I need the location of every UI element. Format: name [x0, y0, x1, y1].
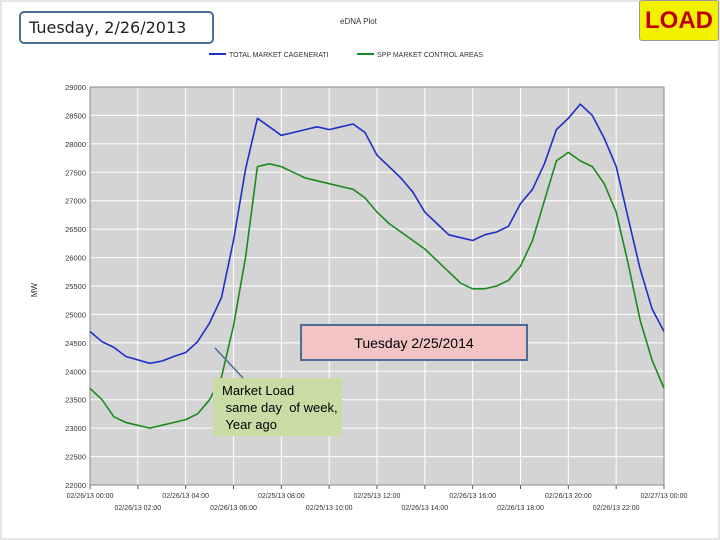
comparison-label: Tuesday 2/25/2014	[300, 324, 528, 361]
series	[89, 103, 665, 429]
grid	[89, 86, 665, 486]
x-tick-label: 02/26/13 00:00	[67, 493, 114, 500]
date-label: Tuesday, 2/26/2013	[19, 11, 214, 44]
series-line-total-market	[89, 103, 665, 365]
annotation-line: same day of week,	[222, 400, 338, 415]
y-tick-label: 29000	[65, 83, 86, 92]
load-badge: LOAD	[639, 0, 719, 41]
y-tick-label: 28500	[65, 111, 86, 120]
x-tick-label: 02/26/13 18:00	[497, 505, 544, 512]
x-tick-label: 02/26/13 20:00	[545, 493, 592, 500]
axes: 22000 22500 23000 23500 24000 24500 25000 25500…	[65, 83, 687, 512]
annotation-line: Market Load	[222, 383, 295, 398]
plot-border	[89, 86, 665, 486]
y-tick-label: 25500	[65, 282, 86, 291]
x-tick-label: 02/26/13 14:00	[401, 505, 448, 512]
series-line-spp-market	[89, 151, 665, 429]
x-tick-label: 02/25/13 12:00	[354, 493, 401, 500]
y-tick-label: 24000	[65, 367, 86, 376]
y-tick-label: 28000	[65, 140, 86, 149]
y-tick-label: 23000	[65, 424, 86, 433]
y-tick-label: 26500	[65, 225, 86, 234]
x-tick-label: 02/26/13 06:00	[210, 505, 257, 512]
y-axis-label: MW	[30, 282, 39, 297]
annotation-arrow	[214, 347, 244, 379]
y-tick-label: 22500	[65, 453, 86, 462]
y-tick-label: 23500	[65, 396, 86, 405]
x-tick-label: 02/25/13 10:00	[306, 505, 353, 512]
y-tick-label: 24500	[65, 339, 86, 348]
y-tick-label: 27500	[65, 168, 86, 177]
annotation-box: Market Load same day of week, Year ago	[213, 378, 342, 436]
annotation-line: Year ago	[222, 417, 277, 432]
y-tick-label: 22000	[65, 481, 86, 490]
x-tick-label: 02/27/13 00:00	[641, 493, 688, 500]
y-tick-label: 25000	[65, 310, 86, 319]
legend-spp-label: SPP MARKET CONTROL AREAS	[377, 52, 483, 59]
x-tick-label: 02/26/13 04:00	[162, 493, 209, 500]
x-tick-label: 02/25/13 08:00	[258, 493, 305, 500]
legend-total-label: TOTAL MARKET CAGENERATI	[229, 52, 329, 59]
x-tick-label: 02/26/13 16:00	[449, 493, 496, 500]
chart-title: eDNA Plot	[340, 17, 378, 26]
x-tick-label: 02/26/13 22:00	[593, 505, 640, 512]
y-tick-label: 27000	[65, 197, 86, 206]
y-tick-label: 26000	[65, 254, 86, 263]
x-tick-label: 02/26/13 02:00	[114, 505, 161, 512]
